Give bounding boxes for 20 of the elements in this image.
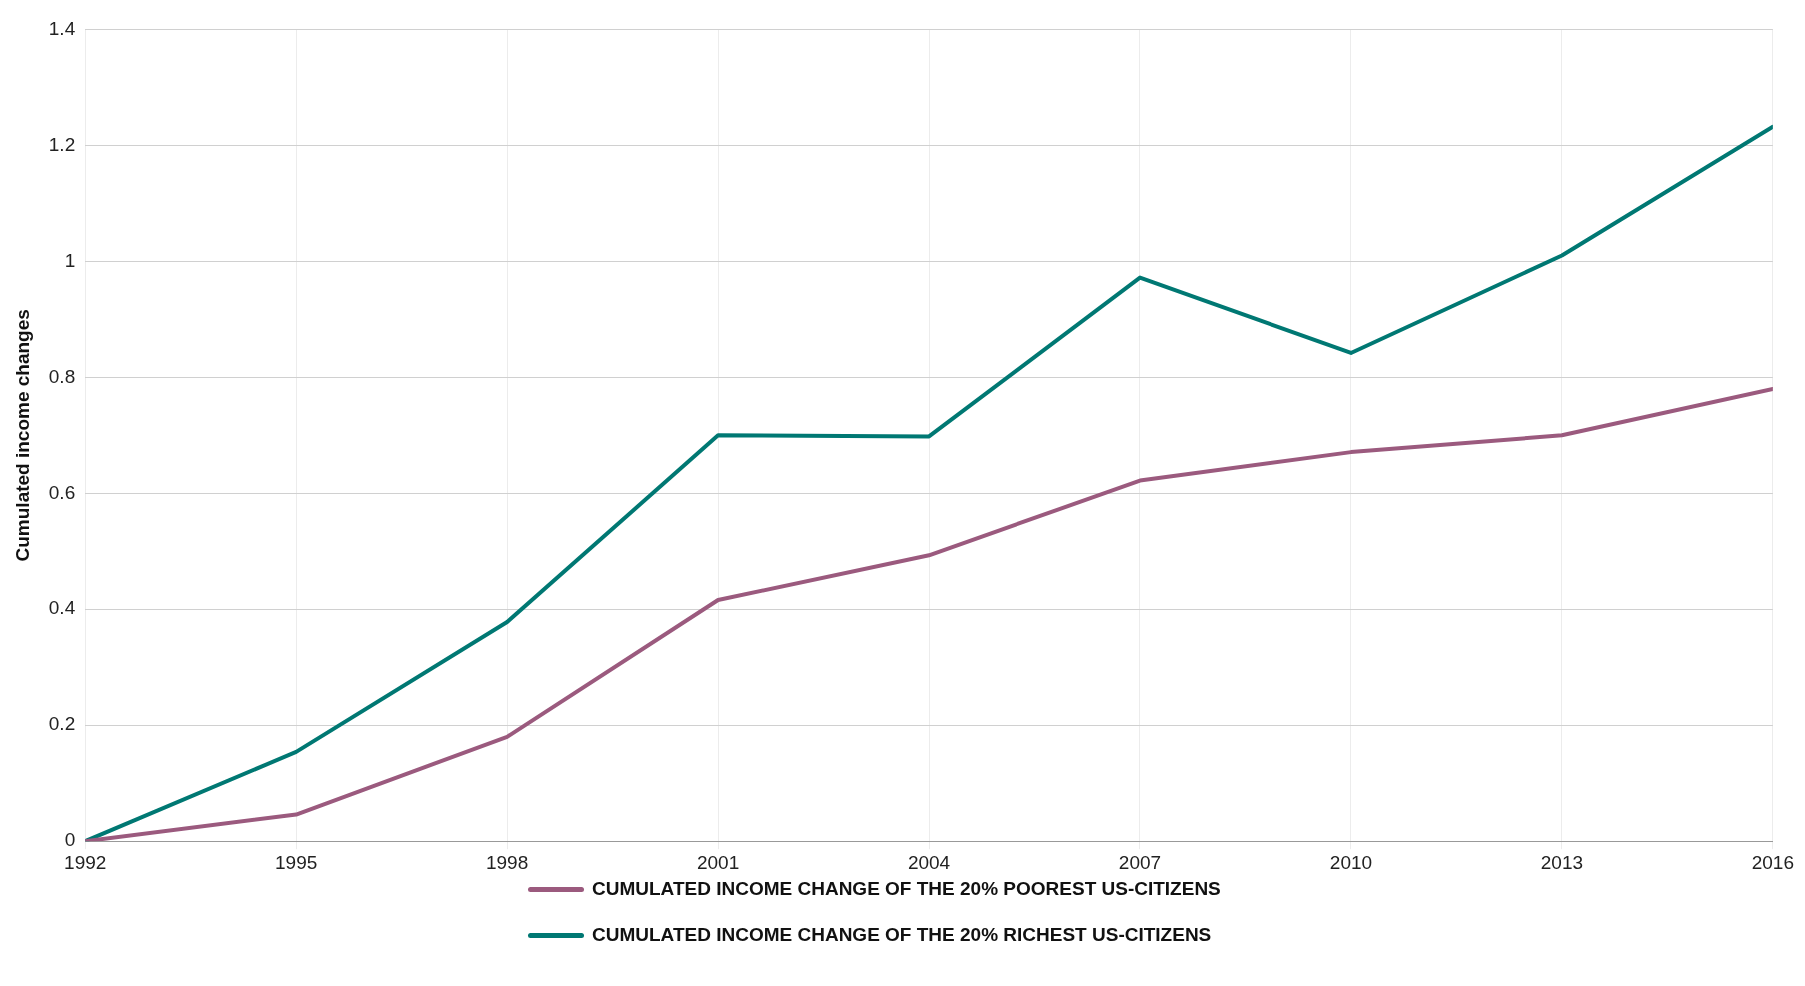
y-tick-label: 0.4 xyxy=(48,597,76,619)
y-tick-label: 0 xyxy=(64,829,76,851)
x-tick-label: 1992 xyxy=(64,851,107,873)
y-axis-title: Cumulated income changes xyxy=(11,309,33,562)
x-tick-label: 2010 xyxy=(1329,851,1373,873)
y-tick-label: 0.6 xyxy=(48,481,76,503)
x-tick-label: 2007 xyxy=(1118,851,1162,873)
legend-label: CUMULATED INCOME CHANGE OF THE 20% RICHEST US-CITIZENS xyxy=(592,924,1212,946)
x-tick-label: 2013 xyxy=(1540,851,1584,873)
legend-label: CUMULATED INCOME CHANGE OF THE 20% POOREST US-CITIZENS xyxy=(592,878,1221,900)
x-tick-label: 1995 xyxy=(275,851,318,873)
y-tick-label: 1 xyxy=(64,249,76,271)
y-tick-label: 1.2 xyxy=(48,133,76,155)
y-tick-label: 1.4 xyxy=(48,17,76,39)
x-tick-label: 2016 xyxy=(1751,851,1795,873)
x-tick-label: 2001 xyxy=(696,851,740,873)
x-tick-label: 1998 xyxy=(485,851,529,873)
y-tick-label: 0.8 xyxy=(48,365,76,387)
y-tick-label: 0.2 xyxy=(48,713,76,735)
x-tick-label: 2004 xyxy=(907,851,951,873)
